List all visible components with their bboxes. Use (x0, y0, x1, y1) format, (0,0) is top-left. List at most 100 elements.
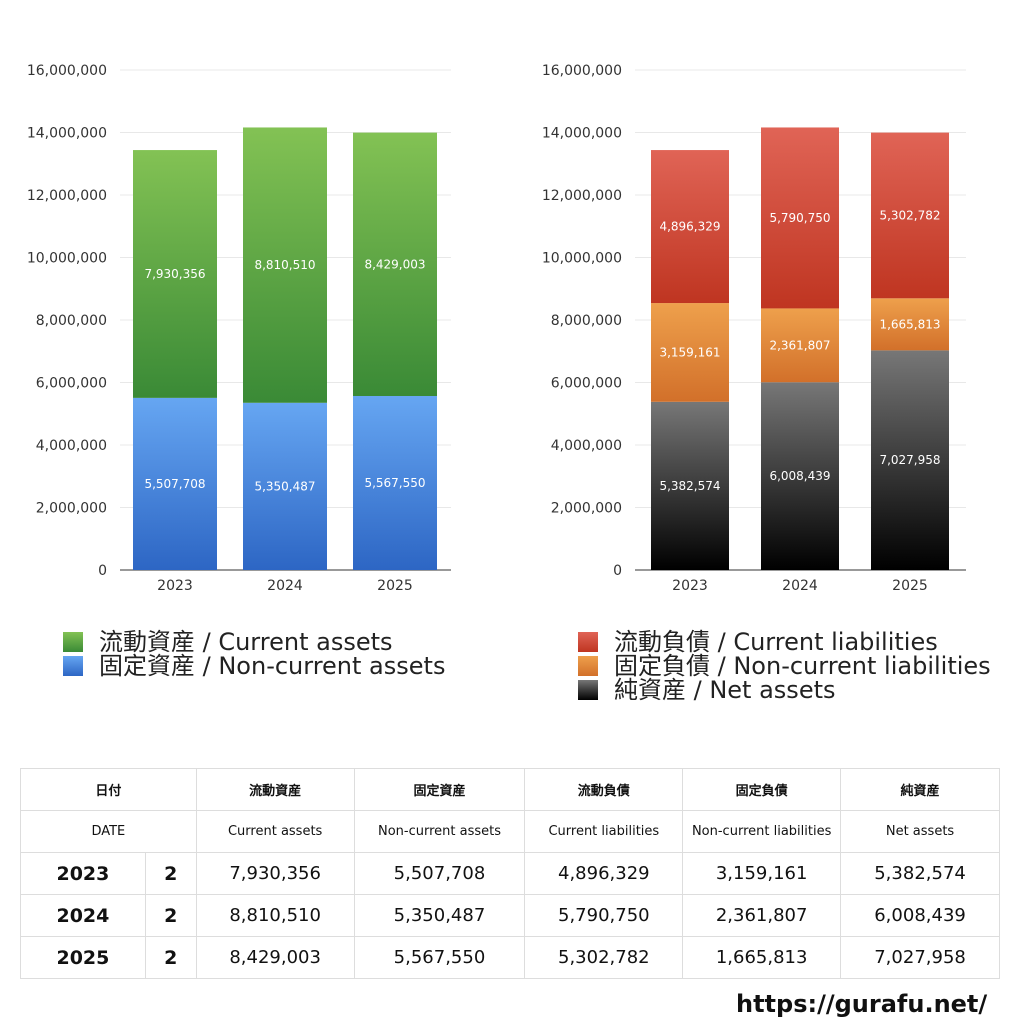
liabilities-legend: 流動負債 / Current liabilities 固定負債 / Non-cu… (578, 630, 991, 702)
legend-label: 固定負債 / Non-current liabilities (614, 652, 991, 680)
table-cell: 5,507,708 (353, 852, 526, 895)
bar-segment (133, 150, 217, 398)
data-label: 8,810,510 (254, 258, 315, 272)
y-tick-label: 12,000,000 (27, 188, 107, 204)
x-tick-label: 2025 (892, 578, 928, 594)
table-cell: 7,930,356 (195, 852, 355, 895)
data-label: 2,361,807 (769, 338, 830, 352)
y-tick-label: 14,000,000 (27, 126, 107, 142)
table-cell: 7,027,958 (840, 936, 1000, 979)
table-cell: 3,159,161 (682, 852, 842, 895)
data-label: 5,790,750 (769, 211, 830, 225)
y-tick-label: 6,000,000 (36, 376, 107, 392)
y-tick-label: 14,000,000 (542, 126, 622, 142)
table-header-cell: 日付 (20, 768, 197, 811)
table-header-cell: 流動資産 (195, 768, 355, 811)
table-header-cell: Non-current assets (353, 810, 526, 853)
bar-segment (353, 396, 437, 570)
table-header-cell: Net assets (840, 810, 1000, 853)
y-tick-label: 12,000,000 (542, 188, 622, 204)
y-tick-label: 16,000,000 (542, 63, 622, 79)
legend-swatch-non-current-assets (63, 656, 83, 676)
y-tick-label: 2,000,000 (551, 501, 622, 517)
table-cell: 8,429,003 (195, 936, 355, 979)
table-cell-count: 2 (144, 936, 197, 979)
x-tick-label: 2025 (377, 578, 413, 594)
table-row: 2024 2 8,810,510 5,350,487 5,790,750 2,3… (20, 894, 1000, 937)
data-label: 8,429,003 (364, 257, 425, 271)
data-label: 1,665,813 (879, 317, 940, 331)
bar-segment (651, 150, 729, 304)
table-cell: 2,361,807 (682, 894, 842, 937)
bar-segment (761, 127, 839, 309)
data-label: 7,930,356 (144, 267, 205, 281)
legend-label: 流動資産 / Current assets (99, 628, 393, 656)
data-label: 5,507,708 (144, 477, 205, 491)
data-label: 7,027,958 (879, 453, 940, 467)
bar-segment (761, 382, 839, 570)
data-label: 5,567,550 (364, 476, 425, 490)
assets-legend: 流動資産 / Current assets 固定資産 / Non-current… (63, 630, 445, 678)
data-label: 6,008,439 (769, 469, 830, 483)
legend-swatch-net-assets (578, 680, 598, 700)
table-row: 2025 2 8,429,003 5,567,550 5,302,782 1,6… (20, 936, 1000, 979)
table-header-cell: DATE (20, 810, 197, 853)
bar-segment (243, 127, 327, 403)
table-cell: 6,008,439 (840, 894, 1000, 937)
bar-segment (133, 397, 217, 570)
legend-item: 固定負債 / Non-current liabilities (578, 654, 991, 678)
data-label: 3,159,161 (659, 345, 720, 359)
bar-segment (871, 350, 949, 570)
table-header-cell: 固定負債 (682, 768, 842, 811)
y-tick-label: 6,000,000 (551, 376, 622, 392)
table-cell: 5,350,487 (353, 894, 526, 937)
legend-swatch-current-assets (63, 632, 83, 652)
data-table: 日付 流動資産 固定資産 流動負債 固定負債 純資産 DATE Current … (20, 768, 1000, 979)
legend-swatch-non-current-liabilities (578, 656, 598, 676)
data-label: 5,350,487 (254, 479, 315, 493)
table-cell-count: 2 (144, 852, 197, 895)
table-cell: 5,567,550 (353, 936, 526, 979)
legend-item: 流動資産 / Current assets (63, 630, 445, 654)
table-header-cell: Current liabilities (524, 810, 684, 853)
legend-item: 流動負債 / Current liabilities (578, 630, 991, 654)
x-tick-label: 2024 (267, 578, 303, 594)
y-tick-label: 4,000,000 (551, 438, 622, 454)
table-cell: 1,665,813 (682, 936, 842, 979)
table-header-row-en: DATE Current assets Non-current assets C… (20, 810, 1000, 853)
y-tick-label: 10,000,000 (27, 251, 107, 267)
table-cell: 5,302,782 (524, 936, 684, 979)
table-cell-year: 2024 (20, 894, 146, 937)
bar-segment (871, 298, 949, 351)
y-tick-label: 8,000,000 (36, 313, 107, 329)
table-header-cell: 固定資産 (353, 768, 526, 811)
legend-label: 純資産 / Net assets (614, 676, 836, 704)
table-header-cell: 流動負債 (524, 768, 684, 811)
liabilities-chart: 16,000,000 14,000,000 12,000,000 10,000,000… (542, 63, 966, 594)
table-header-row-ja: 日付 流動資産 固定資産 流動負債 固定負債 純資産 (20, 768, 1000, 811)
y-tick-label: 0 (98, 563, 107, 579)
bar-segment (871, 132, 949, 299)
legend-item: 純資産 / Net assets (578, 678, 991, 702)
table-cell: 5,790,750 (524, 894, 684, 937)
bar-segment (243, 402, 327, 570)
legend-swatch-current-liabilities (578, 632, 598, 652)
y-tick-label: 8,000,000 (551, 313, 622, 329)
bar-segment (761, 308, 839, 383)
y-tick-label: 2,000,000 (36, 501, 107, 517)
data-label: 5,302,782 (879, 208, 940, 222)
y-tick-label: 16,000,000 (27, 63, 107, 79)
y-tick-label: 0 (613, 563, 622, 579)
legend-label: 固定資産 / Non-current assets (99, 652, 446, 680)
y-tick-label: 10,000,000 (542, 251, 622, 267)
table-cell: 4,896,329 (524, 852, 684, 895)
table-cell: 5,382,574 (840, 852, 1000, 895)
table-cell-count: 2 (144, 894, 197, 937)
table-cell-year: 2023 (20, 852, 146, 895)
data-label: 5,382,574 (659, 479, 720, 493)
data-label: 4,896,329 (659, 220, 720, 234)
bar-segment (651, 401, 729, 570)
assets-chart: 16,000,000 14,000,000 12,000,000 10,000,000… (27, 63, 451, 594)
table-header-cell: Current assets (195, 810, 355, 853)
site-url: https://gurafu.net/ (736, 990, 988, 1018)
